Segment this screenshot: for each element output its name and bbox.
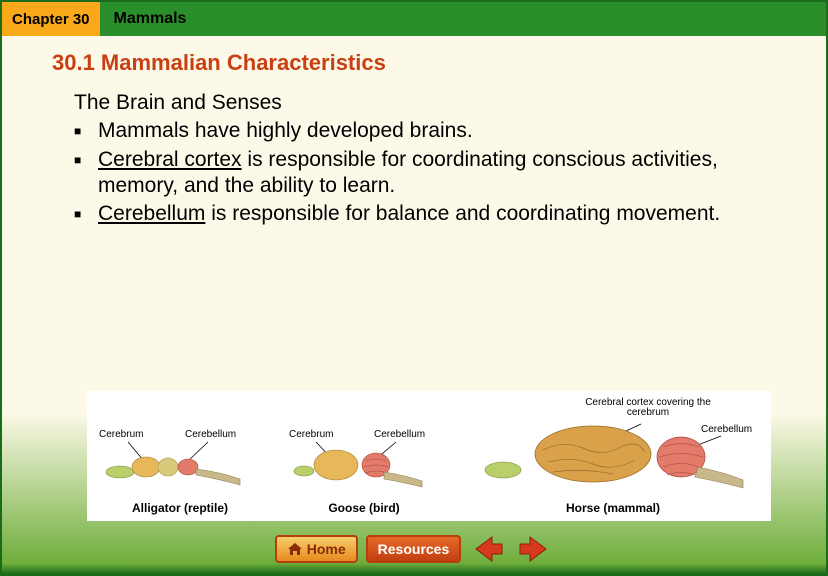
bullet-underlined: Cerebellum — [98, 202, 205, 225]
label-cortex: Cerebral cortex covering the cerebrum — [583, 398, 713, 418]
bullet-underlined: Cerebral cortex — [98, 148, 242, 171]
prev-button[interactable] — [469, 532, 507, 566]
label-cerebellum: Cerebellum — [374, 429, 425, 440]
label-cerebellum: Cerebellum — [185, 429, 236, 440]
bottom-nav: Home Resources — [2, 528, 826, 570]
bullet-item: Mammals have highly developed brains. — [74, 118, 776, 144]
arrow-right-icon — [516, 534, 552, 564]
top-bar: Chapter 30 Mammals — [2, 2, 826, 36]
resources-button[interactable]: Resources — [366, 535, 462, 563]
slide-container: Chapter 30 Mammals 30.1 Mammalian Charac… — [0, 0, 828, 576]
bullet-item: Cerebral cortex is responsible for coord… — [74, 147, 776, 200]
bullet-text: Mammals have highly developed brains. — [98, 119, 473, 142]
content-area: 30.1 Mammalian Characteristics The Brain… — [2, 36, 826, 574]
bullet-item: Cerebellum is responsible for balance an… — [74, 201, 776, 227]
chapter-title: Mammals — [114, 10, 187, 28]
label-cerebrum: Cerebrum — [99, 429, 143, 440]
arrow-left-icon — [470, 534, 506, 564]
subtitle: The Brain and Senses — [74, 90, 776, 116]
brain-horse: Cerebral cortex covering the cerebrum Ce… — [463, 402, 763, 515]
home-button[interactable]: Home — [275, 535, 358, 563]
home-icon — [287, 542, 303, 556]
home-label: Home — [307, 541, 346, 557]
bullet-text: is responsible for balance and coordinat… — [205, 202, 720, 225]
brain-caption: Goose (bird) — [328, 501, 399, 515]
brain-alligator: Cerebrum Cerebellum Alligator (rep — [95, 417, 265, 515]
next-button[interactable] — [515, 532, 553, 566]
resources-label: Resources — [378, 541, 450, 557]
label-cerebellum: Cerebellum — [701, 424, 752, 435]
body-text: The Brain and Senses Mammals have highly… — [74, 90, 776, 227]
chapter-badge: Chapter 30 — [2, 2, 100, 36]
label-cerebrum: Cerebrum — [289, 429, 333, 440]
brain-goose: Cerebrum Cerebellum Goose (bird) — [279, 417, 449, 515]
brain-caption: Horse (mammal) — [566, 501, 660, 515]
brain-diagram: Cerebrum Cerebellum Alligator (rep — [87, 391, 771, 521]
bullet-list: Mammals have highly developed brains. Ce… — [74, 118, 776, 227]
brain-caption: Alligator (reptile) — [132, 501, 228, 515]
section-title: 30.1 Mammalian Characteristics — [52, 50, 826, 76]
